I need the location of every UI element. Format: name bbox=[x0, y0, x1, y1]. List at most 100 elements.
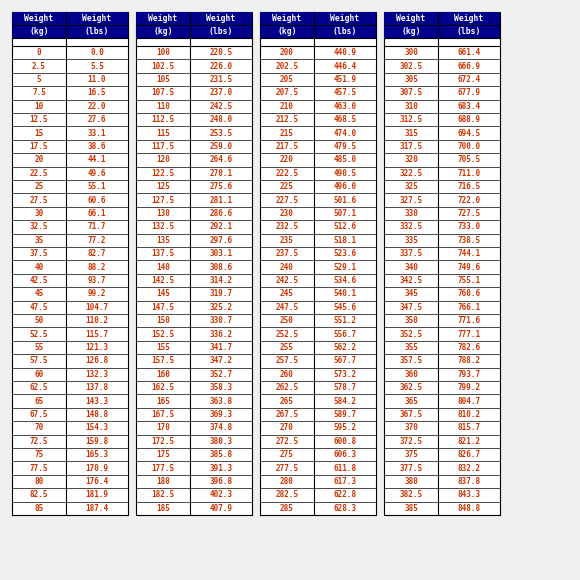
Text: 177.5: 177.5 bbox=[151, 463, 175, 473]
Text: 22.5: 22.5 bbox=[30, 169, 48, 178]
Text: 27.6: 27.6 bbox=[88, 115, 106, 124]
Text: 60: 60 bbox=[34, 370, 44, 379]
Text: 355: 355 bbox=[404, 343, 418, 352]
Text: 115: 115 bbox=[156, 129, 170, 137]
Text: 170: 170 bbox=[156, 423, 170, 433]
Text: 336.2: 336.2 bbox=[209, 329, 233, 339]
Text: 358.3: 358.3 bbox=[209, 383, 233, 392]
Text: 322.5: 322.5 bbox=[400, 169, 423, 178]
Text: 512.6: 512.6 bbox=[334, 222, 357, 231]
Text: 766.1: 766.1 bbox=[458, 303, 481, 312]
Text: 47.5: 47.5 bbox=[30, 303, 48, 312]
Text: 507.1: 507.1 bbox=[334, 209, 357, 218]
Text: 314.2: 314.2 bbox=[209, 276, 233, 285]
Text: 281.1: 281.1 bbox=[209, 195, 233, 205]
Text: 27.5: 27.5 bbox=[30, 195, 48, 205]
Text: (kg): (kg) bbox=[153, 27, 173, 36]
Text: 589.7: 589.7 bbox=[334, 410, 357, 419]
Text: 80: 80 bbox=[34, 477, 44, 486]
Text: 595.2: 595.2 bbox=[334, 423, 357, 433]
Text: 132.3: 132.3 bbox=[85, 370, 108, 379]
Text: 270.1: 270.1 bbox=[209, 169, 233, 178]
Text: 815.7: 815.7 bbox=[458, 423, 481, 433]
Text: 382.5: 382.5 bbox=[400, 491, 423, 499]
Text: 154.3: 154.3 bbox=[85, 423, 108, 433]
Bar bbox=[190, 25, 252, 38]
Text: 93.7: 93.7 bbox=[88, 276, 106, 285]
Text: 297.6: 297.6 bbox=[209, 236, 233, 245]
Text: 628.3: 628.3 bbox=[334, 504, 357, 513]
Text: 167.5: 167.5 bbox=[151, 410, 175, 419]
Text: 165.3: 165.3 bbox=[85, 450, 108, 459]
Text: 30: 30 bbox=[34, 209, 44, 218]
Text: 347.5: 347.5 bbox=[400, 303, 423, 312]
Text: 345: 345 bbox=[404, 289, 418, 298]
Text: 744.1: 744.1 bbox=[458, 249, 481, 258]
Text: 534.6: 534.6 bbox=[334, 276, 357, 285]
Text: 310: 310 bbox=[404, 102, 418, 111]
Text: 440.9: 440.9 bbox=[334, 48, 357, 57]
Text: 375: 375 bbox=[404, 450, 418, 459]
Bar bbox=[314, 12, 376, 25]
Text: 0.0: 0.0 bbox=[90, 48, 104, 57]
Text: 733.0: 733.0 bbox=[458, 222, 481, 231]
Bar bbox=[136, 25, 190, 38]
Text: 325.2: 325.2 bbox=[209, 303, 233, 312]
Text: 277.5: 277.5 bbox=[276, 463, 299, 473]
Text: 207.5: 207.5 bbox=[276, 88, 299, 97]
Text: (lbs): (lbs) bbox=[333, 27, 357, 36]
Text: 253.5: 253.5 bbox=[209, 129, 233, 137]
Text: 317.5: 317.5 bbox=[400, 142, 423, 151]
Text: 362.5: 362.5 bbox=[400, 383, 423, 392]
Text: 112.5: 112.5 bbox=[151, 115, 175, 124]
Text: 237.0: 237.0 bbox=[209, 88, 233, 97]
Text: (kg): (kg) bbox=[277, 27, 297, 36]
Text: 305: 305 bbox=[404, 75, 418, 84]
Text: 600.8: 600.8 bbox=[334, 437, 357, 446]
Text: 125: 125 bbox=[156, 182, 170, 191]
Text: 120: 120 bbox=[156, 155, 170, 164]
Text: 99.2: 99.2 bbox=[88, 289, 106, 298]
Text: 140: 140 bbox=[156, 263, 170, 271]
Text: 11.0: 11.0 bbox=[88, 75, 106, 84]
Text: 2.5: 2.5 bbox=[32, 61, 46, 71]
Bar bbox=[438, 25, 500, 38]
Text: 82.5: 82.5 bbox=[30, 491, 48, 499]
Text: (kg): (kg) bbox=[29, 27, 49, 36]
Text: 72.5: 72.5 bbox=[30, 437, 48, 446]
Text: 180: 180 bbox=[156, 477, 170, 486]
Text: 837.8: 837.8 bbox=[458, 477, 481, 486]
Text: 350: 350 bbox=[404, 316, 418, 325]
Text: 49.6: 49.6 bbox=[88, 169, 106, 178]
Text: 42.5: 42.5 bbox=[30, 276, 48, 285]
Text: 372.5: 372.5 bbox=[400, 437, 423, 446]
Text: 578.7: 578.7 bbox=[334, 383, 357, 392]
Text: 157.5: 157.5 bbox=[151, 356, 175, 365]
Text: 242.5: 242.5 bbox=[276, 276, 299, 285]
Text: 529.1: 529.1 bbox=[334, 263, 357, 271]
Text: 303.1: 303.1 bbox=[209, 249, 233, 258]
Text: 185: 185 bbox=[156, 504, 170, 513]
Text: 545.6: 545.6 bbox=[334, 303, 357, 312]
Text: 540.1: 540.1 bbox=[334, 289, 357, 298]
Text: 380.3: 380.3 bbox=[209, 437, 233, 446]
Bar bbox=[260, 25, 314, 38]
Text: 360: 360 bbox=[404, 370, 418, 379]
Text: 357.5: 357.5 bbox=[400, 356, 423, 365]
Text: 77.5: 77.5 bbox=[30, 463, 48, 473]
Text: 672.4: 672.4 bbox=[458, 75, 481, 84]
Text: 352.7: 352.7 bbox=[209, 370, 233, 379]
Text: 121.3: 121.3 bbox=[85, 343, 108, 352]
Text: Weight: Weight bbox=[454, 14, 484, 23]
Text: 16.5: 16.5 bbox=[88, 88, 106, 97]
Text: 302.5: 302.5 bbox=[400, 61, 423, 71]
Text: 110.2: 110.2 bbox=[85, 316, 108, 325]
Text: 162.5: 162.5 bbox=[151, 383, 175, 392]
Text: 82.7: 82.7 bbox=[88, 249, 106, 258]
Text: 160: 160 bbox=[156, 370, 170, 379]
Text: 67.5: 67.5 bbox=[30, 410, 48, 419]
Text: 62.5: 62.5 bbox=[30, 383, 48, 392]
Text: 75: 75 bbox=[34, 450, 44, 459]
Text: 231.5: 231.5 bbox=[209, 75, 233, 84]
Text: 40: 40 bbox=[34, 263, 44, 271]
